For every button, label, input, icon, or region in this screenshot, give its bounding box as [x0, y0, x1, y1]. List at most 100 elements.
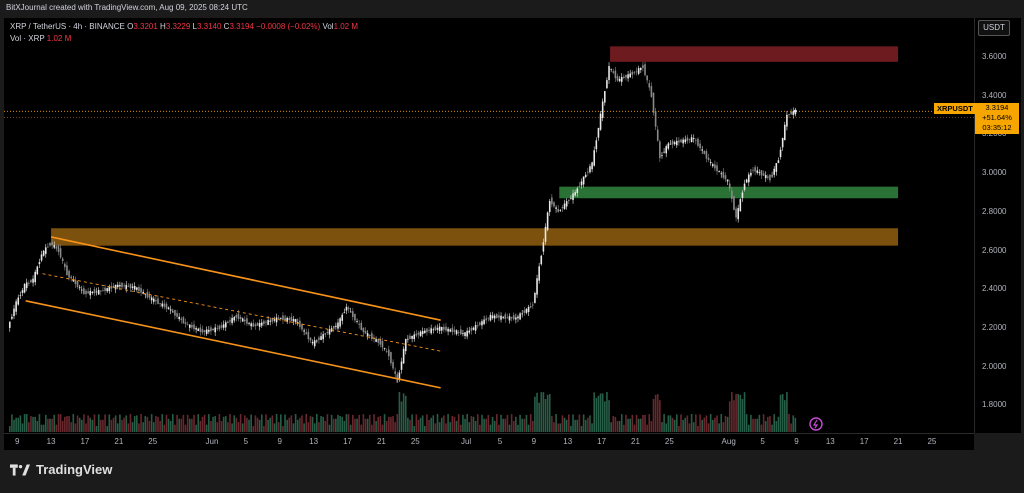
volume-bar — [728, 401, 731, 432]
price-axis[interactable] — [974, 18, 1021, 433]
candle-body — [544, 226, 547, 242]
volume-bar — [246, 417, 248, 432]
candle-body — [34, 271, 36, 283]
candle-body — [51, 242, 53, 245]
candle-body — [176, 313, 178, 317]
symbol-name[interactable]: XRP / TetherUS · 4h · BINANCE — [10, 22, 125, 31]
candle-body — [112, 285, 115, 288]
volume-bar — [612, 416, 615, 432]
low-value: 3.3140 — [196, 22, 222, 31]
candle-body — [208, 329, 210, 332]
volume-bar — [508, 424, 511, 432]
volume-bar — [595, 397, 598, 432]
candle-body — [659, 141, 661, 158]
candle-body — [307, 331, 310, 340]
time-tick-label: 21 — [114, 437, 124, 446]
candle-body — [148, 295, 151, 298]
volume-bar — [404, 395, 407, 432]
volume-bar — [711, 419, 714, 432]
volume-bar — [709, 414, 712, 432]
volume-bar — [536, 392, 538, 432]
volume-bar — [167, 418, 170, 432]
volume-bar — [163, 424, 166, 432]
candle-body — [286, 317, 288, 322]
candle-body — [335, 325, 337, 327]
volume-bar — [277, 422, 280, 432]
volume-bar — [248, 419, 250, 432]
volume-bar — [110, 419, 113, 432]
volume-bar — [68, 416, 70, 432]
candle-body — [172, 311, 174, 313]
candle-body — [322, 334, 324, 340]
candle-body — [186, 324, 189, 326]
candle-body — [633, 72, 636, 74]
candle-body — [673, 142, 676, 145]
volume-bar — [227, 422, 229, 432]
candle-body — [762, 173, 765, 176]
candle-body — [125, 284, 128, 289]
candle-body — [741, 192, 744, 199]
candle-body — [13, 308, 15, 317]
volume-bar — [462, 414, 464, 432]
volume-bar — [195, 424, 197, 432]
volume-bar — [618, 420, 621, 432]
candle-body — [241, 318, 244, 322]
candle-body — [460, 329, 462, 335]
candle-body — [80, 289, 83, 291]
price-chart[interactable] — [4, 18, 974, 433]
currency-button[interactable]: USDT — [978, 20, 1010, 36]
vol-label: Vol — [322, 22, 334, 31]
candle-body — [366, 333, 369, 337]
volume-bar — [91, 419, 94, 432]
volume-bar — [447, 414, 449, 432]
volume-bar — [269, 417, 272, 432]
candle-body — [201, 329, 204, 333]
candle-body — [97, 289, 100, 295]
candle-body — [116, 284, 119, 288]
volume-bar — [332, 418, 335, 432]
candle-body — [449, 329, 452, 332]
volume-bar — [707, 423, 710, 432]
candle-body — [356, 321, 358, 323]
volume-line-label[interactable]: Vol · XRP — [10, 34, 45, 43]
candle-body — [464, 332, 466, 337]
volume-bar — [368, 414, 371, 432]
volume-bar — [788, 414, 790, 432]
volume-bar — [373, 414, 375, 432]
candle-body — [227, 321, 229, 324]
candle-body — [523, 310, 526, 313]
candle-body — [631, 71, 634, 75]
volume-bar — [781, 394, 784, 432]
volume-bar — [559, 423, 562, 432]
candle-body — [415, 333, 418, 336]
candle-body — [589, 166, 591, 173]
volume-bar — [144, 416, 147, 432]
volume-bar — [561, 415, 564, 432]
volume-bar — [479, 424, 481, 432]
candle-body — [697, 138, 699, 146]
volume-bar — [78, 417, 81, 432]
volume-bar — [629, 418, 632, 432]
volume-bar — [777, 416, 780, 432]
candle-body — [548, 201, 551, 213]
volume-bar — [131, 422, 134, 432]
time-axis[interactable] — [4, 433, 974, 450]
volume-bar — [311, 416, 314, 432]
volume-bar — [23, 414, 26, 432]
candle-body — [720, 173, 723, 175]
volume-bar — [557, 423, 560, 432]
chart-pane[interactable] — [4, 18, 974, 433]
volume-bar — [648, 414, 651, 432]
time-tick-label: 17 — [859, 437, 869, 446]
candle-body — [32, 278, 34, 283]
candle-body — [47, 246, 49, 248]
volume-bar — [280, 414, 282, 432]
volume-bar — [142, 422, 144, 432]
candle-body — [639, 67, 642, 70]
volume-bar — [28, 422, 30, 432]
candle-body — [364, 330, 367, 334]
candle-body — [123, 285, 125, 287]
candle-body — [576, 188, 579, 193]
candle-body — [250, 323, 252, 327]
candle-body — [290, 316, 293, 321]
